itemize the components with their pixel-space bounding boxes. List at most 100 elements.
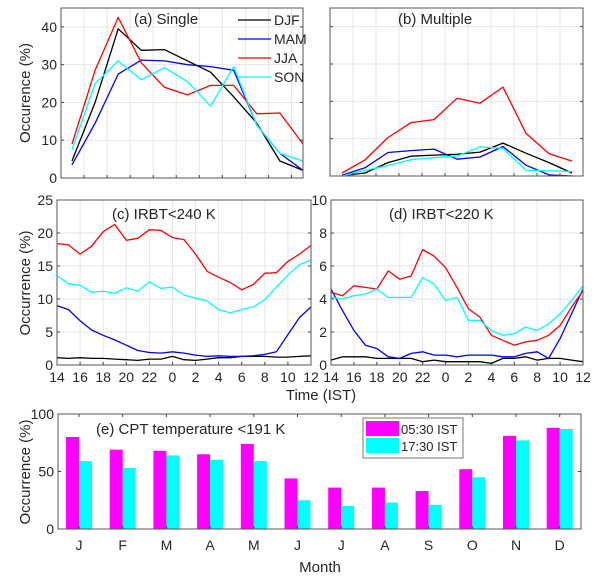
legend-swatch-1730 xyxy=(366,438,399,453)
bar-0530 xyxy=(284,478,298,529)
series-line-djf xyxy=(330,356,584,365)
x-tick-label: 20 xyxy=(392,369,408,385)
series-line-djf xyxy=(341,142,573,177)
x-tick-label: 0 xyxy=(169,369,177,385)
panel-e-title: (e) CPT temperature <191 K xyxy=(96,421,285,438)
bar-1730 xyxy=(516,440,529,529)
y-tick-label: 20 xyxy=(37,225,53,241)
panel-a-ylabel: Occurence (%) xyxy=(17,43,34,143)
x-tick-label: 18 xyxy=(369,369,385,385)
legend-label-0530: 05:30 IST xyxy=(401,422,457,437)
x-tick-label: S xyxy=(424,537,433,553)
axes-box xyxy=(330,199,584,366)
series-line-son xyxy=(330,276,584,336)
y-tick-label: 0 xyxy=(49,170,57,186)
y-tick-label: 0 xyxy=(45,357,53,373)
x-tick-label: 2 xyxy=(192,369,200,385)
series-line-jja xyxy=(71,16,304,145)
x-tick-label: 8 xyxy=(533,369,541,385)
legend-label-djf: DJF xyxy=(274,12,300,28)
y-tick-label: 0 xyxy=(319,357,327,373)
y-tick-label: 2 xyxy=(319,324,327,340)
bar-1730 xyxy=(341,506,355,529)
panel-e-ylabel: Occurrence (%) xyxy=(17,419,34,524)
y-tick-label: 10 xyxy=(311,192,327,208)
bar-0530 xyxy=(153,450,167,529)
x-tick-label: N xyxy=(511,537,521,553)
legend-swatch-0530 xyxy=(366,421,399,436)
series-line-son xyxy=(341,146,573,177)
y-tick-label: 40 xyxy=(41,19,57,35)
y-tick-label: 15 xyxy=(37,258,53,274)
panel-c-grid xyxy=(57,200,311,365)
bar-0530 xyxy=(415,491,429,529)
bar-1730 xyxy=(428,504,442,529)
bar-1730 xyxy=(253,461,267,529)
bar-1730 xyxy=(79,461,92,529)
x-tick-label: J xyxy=(76,537,83,553)
panel-d-grid xyxy=(331,200,583,365)
series-line-djf xyxy=(71,28,304,172)
x-tick-label: 16 xyxy=(346,369,362,385)
series-line-jja xyxy=(330,248,584,346)
legend-label-jja: JJA xyxy=(274,50,298,66)
y-tick-label: 25 xyxy=(37,192,53,208)
panel-e-axes: J F M A M J J A S O N D 0 50 100 xyxy=(31,406,582,553)
y-tick-label: 30 xyxy=(41,57,57,73)
y-tick-label: 20 xyxy=(41,94,57,110)
panel-d-lines xyxy=(330,248,584,365)
panel-e-legend: 05:30 IST 17:30 IST xyxy=(362,417,464,459)
bar-1730 xyxy=(297,500,311,529)
x-tick-label: A xyxy=(205,537,215,553)
x-tick-label: M xyxy=(248,537,260,553)
x-tick-label: 16 xyxy=(72,369,88,385)
bar-1730 xyxy=(559,428,573,529)
legend-label-mam: MAM xyxy=(274,31,307,47)
y-tick-label: 6 xyxy=(319,258,327,274)
x-tick-label: 6 xyxy=(238,369,246,385)
bar-0530 xyxy=(109,449,123,529)
y-tick-label: 4 xyxy=(319,291,327,307)
x-tick-label: 12 xyxy=(303,369,319,385)
x-tick-label: 8 xyxy=(261,369,269,385)
bar-1730 xyxy=(210,460,224,529)
series-line-mam xyxy=(56,304,312,358)
y-tick-label: 0 xyxy=(46,521,54,537)
y-tick-label: 50 xyxy=(38,464,54,480)
panel-e-cpt: J F M A M J J A S O N D 0 50 100 (e) CPT temperature <… xyxy=(17,406,582,553)
bar-0530 xyxy=(459,469,473,529)
panel-b-lines xyxy=(341,86,573,177)
panel-a-axes: 0 10 20 30 40 xyxy=(41,7,304,186)
x-tick-label: 4 xyxy=(487,369,495,385)
panel-b-axes xyxy=(329,7,584,177)
x-tick-label: O xyxy=(467,537,478,553)
y-tick-label: 8 xyxy=(319,225,327,241)
x-tick-label: J xyxy=(294,537,301,553)
panel-a-single: 0 10 20 30 40 (a) Single Occurence (%) DJF MA… xyxy=(17,7,307,186)
x-tick-label: J xyxy=(338,537,345,553)
bar-0530 xyxy=(546,427,560,529)
axes-box xyxy=(56,199,312,366)
legend-label-son: SON xyxy=(274,69,304,85)
bar-0530 xyxy=(503,435,516,529)
x-tick-label: 14 xyxy=(49,369,65,385)
panel-b-title: (b) Multiple xyxy=(398,11,472,28)
panel-a-lines xyxy=(71,16,304,172)
bar-1730 xyxy=(122,468,136,529)
axes-box xyxy=(60,7,304,179)
panel-d-title: (d) IRBT<220 K xyxy=(389,206,494,223)
legend-label-1730: 17:30 IST xyxy=(401,439,457,454)
x-tick-label: 0 xyxy=(442,369,450,385)
x-tick-label: 14 xyxy=(323,369,339,385)
axes-box xyxy=(329,7,584,177)
bar-1730 xyxy=(384,502,398,529)
panel-a-legend: DJF MAM JJA SON xyxy=(238,12,307,85)
bar-0530 xyxy=(66,437,79,529)
series-line-son xyxy=(56,259,312,314)
x-tick-label: 10 xyxy=(552,369,568,385)
series-line-jja xyxy=(56,223,312,291)
